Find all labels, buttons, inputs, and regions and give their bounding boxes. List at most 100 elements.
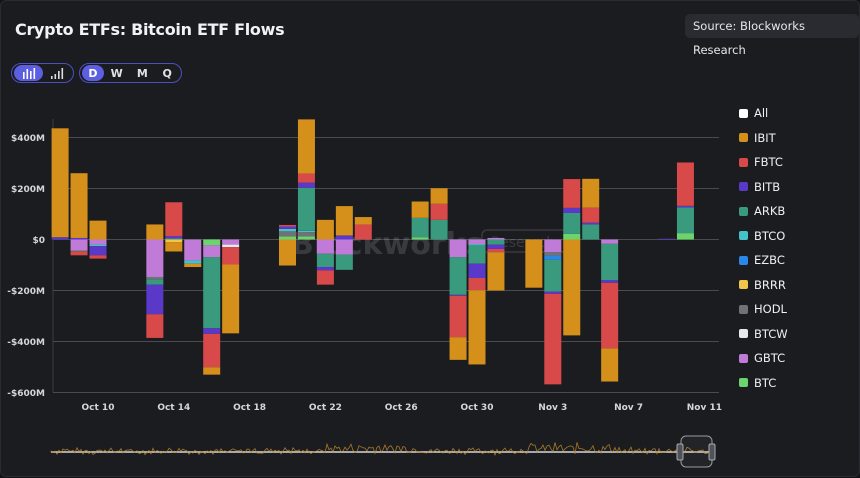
bar-segment-ibit[interactable] bbox=[487, 252, 505, 291]
bar-segment-bitb[interactable] bbox=[316, 267, 334, 271]
bar-segment-arkb[interactable] bbox=[146, 279, 164, 285]
bar-segment-arkb[interactable] bbox=[601, 243, 619, 281]
bar-oct-16[interactable] bbox=[203, 239, 221, 375]
bar-segment-gbtc[interactable] bbox=[544, 239, 562, 253]
bar-segment-ibit[interactable] bbox=[430, 188, 448, 204]
bar-oct-21[interactable] bbox=[297, 119, 315, 240]
navigator-left-handle[interactable] bbox=[676, 443, 684, 461]
bar-segment-fbtc[interactable] bbox=[165, 202, 183, 237]
bar-segment-ibit[interactable] bbox=[184, 263, 202, 268]
bar-segment-ibit[interactable] bbox=[165, 242, 183, 252]
bar-segment-fbtc[interactable] bbox=[146, 314, 164, 338]
bar-segment-arkb[interactable] bbox=[430, 219, 448, 240]
bar-nov-3[interactable] bbox=[544, 239, 562, 385]
bar-segment-btc[interactable] bbox=[297, 236, 315, 240]
legend-item-hodl[interactable]: HODL bbox=[739, 297, 788, 322]
bar-segment-gbtc[interactable] bbox=[184, 239, 202, 261]
legend-item-fbtc[interactable]: FBTC bbox=[739, 150, 788, 175]
bar-oct-17[interactable] bbox=[222, 239, 240, 334]
bar-segment-arkb[interactable] bbox=[335, 254, 353, 270]
bar-segment-arkb[interactable] bbox=[70, 250, 88, 252]
period-quarter[interactable]: Q bbox=[162, 66, 172, 80]
bar-segment-ibit[interactable] bbox=[316, 219, 334, 240]
bar-segment-ibit[interactable] bbox=[354, 217, 372, 225]
bar-segment-fbtc[interactable] bbox=[563, 179, 581, 208]
legend-item-ibit[interactable]: IBIT bbox=[739, 126, 788, 151]
bar-oct-28[interactable] bbox=[430, 188, 448, 240]
bar-segment-ibit[interactable] bbox=[582, 178, 600, 208]
bar-segment-fbtc[interactable] bbox=[468, 278, 486, 291]
bar-segment-btco[interactable] bbox=[89, 244, 107, 247]
bar-segment-ibit[interactable] bbox=[449, 337, 467, 360]
bar-chart-button[interactable] bbox=[14, 65, 44, 81]
bar-segment-arkb[interactable] bbox=[676, 207, 694, 234]
bar-segment-bitb[interactable] bbox=[468, 263, 486, 279]
bar-segment-bitb[interactable] bbox=[676, 205, 694, 208]
legend-item-btcw[interactable]: BTCW bbox=[739, 322, 788, 347]
bar-segment-bitb[interactable] bbox=[89, 246, 107, 256]
bar-oct-22[interactable] bbox=[316, 219, 334, 285]
bar-segment-fbtc[interactable] bbox=[297, 173, 315, 183]
bar-segment-bitb[interactable] bbox=[335, 235, 353, 240]
bar-segment-arkb[interactable] bbox=[316, 253, 334, 268]
bar-segment-gbtc[interactable] bbox=[89, 239, 107, 245]
bar-nov-10[interactable] bbox=[676, 162, 694, 240]
bar-oct-13[interactable] bbox=[146, 224, 164, 338]
bar-segment-ibit[interactable] bbox=[297, 119, 315, 174]
bar-segment-ibit[interactable] bbox=[89, 220, 107, 240]
bar-segment-ibit[interactable] bbox=[279, 239, 296, 266]
bar-segment-fbtc[interactable] bbox=[601, 282, 619, 349]
bar-segment-btc[interactable] bbox=[563, 233, 581, 240]
bar-oct-30[interactable] bbox=[468, 239, 486, 365]
bar-segment-arkb[interactable] bbox=[411, 217, 429, 238]
bar-segment-fbtc[interactable] bbox=[449, 295, 467, 338]
navigator-right-handle[interactable] bbox=[708, 443, 716, 461]
period-week[interactable]: W bbox=[110, 66, 123, 80]
legend-item-ezbc[interactable]: EZBC bbox=[739, 248, 788, 273]
bar-segment-ibit[interactable] bbox=[468, 290, 486, 365]
bar-segment-ibit[interactable] bbox=[222, 264, 240, 334]
bar-segment-fbtc[interactable] bbox=[70, 251, 88, 256]
bar-segment-bitb[interactable] bbox=[487, 244, 505, 249]
bar-segment-btco[interactable] bbox=[279, 228, 296, 232]
bar-segment-gbtc[interactable] bbox=[601, 239, 619, 244]
bar-segment-bitb[interactable] bbox=[203, 328, 221, 334]
bar-nov-9[interactable] bbox=[658, 238, 675, 240]
bar-oct-31[interactable] bbox=[487, 237, 505, 291]
bar-segment-fbtc[interactable] bbox=[676, 162, 694, 206]
bar-segment-arkb[interactable] bbox=[544, 259, 562, 292]
bar-segment-ibit[interactable] bbox=[601, 348, 619, 382]
bar-oct-24[interactable] bbox=[354, 217, 372, 240]
bar-segment-fbtc[interactable] bbox=[89, 255, 107, 259]
bar-segment-fbtc[interactable] bbox=[544, 293, 562, 385]
legend-item-arkb[interactable]: ARKB bbox=[739, 199, 788, 224]
bar-oct-23[interactable] bbox=[335, 206, 353, 270]
bar-segment-bitb[interactable] bbox=[279, 226, 296, 229]
bar-segment-ibit[interactable] bbox=[335, 206, 353, 236]
bar-oct-8[interactable] bbox=[51, 128, 69, 240]
bar-segment-brrr[interactable] bbox=[165, 239, 183, 243]
bar-oct-15[interactable] bbox=[184, 239, 202, 268]
bar-segment-arkb[interactable] bbox=[203, 257, 221, 329]
bar-segment-bitb[interactable] bbox=[658, 238, 675, 240]
signal-bars-button[interactable] bbox=[43, 65, 71, 81]
bar-segment-fbtc[interactable] bbox=[487, 248, 505, 253]
bar-segment-ibit[interactable] bbox=[203, 367, 221, 375]
bar-oct-20[interactable] bbox=[279, 224, 296, 266]
bar-segment-btc[interactable] bbox=[676, 233, 694, 240]
source-button[interactable]: Source: Blockworks Research bbox=[685, 14, 859, 57]
bar-segment-bitb[interactable] bbox=[544, 291, 562, 294]
bar-segment-ibit[interactable] bbox=[411, 201, 429, 218]
bar-segment-arkb[interactable] bbox=[487, 239, 505, 245]
bar-segment-bitb[interactable] bbox=[146, 284, 164, 315]
period-day[interactable]: D bbox=[82, 65, 104, 81]
range-navigator[interactable] bbox=[50, 435, 716, 468]
bar-oct-27[interactable] bbox=[411, 201, 429, 240]
bar-segment-gbtc[interactable] bbox=[335, 239, 353, 255]
legend-item-gbtc[interactable]: GBTC bbox=[739, 346, 788, 371]
legend-item-bitb[interactable]: BITB bbox=[739, 175, 788, 200]
bar-segment-hodl[interactable] bbox=[146, 276, 164, 280]
bar-segment-ibit[interactable] bbox=[146, 224, 164, 240]
bar-segment-btco[interactable] bbox=[297, 230, 315, 233]
bar-oct-10[interactable] bbox=[89, 220, 107, 259]
